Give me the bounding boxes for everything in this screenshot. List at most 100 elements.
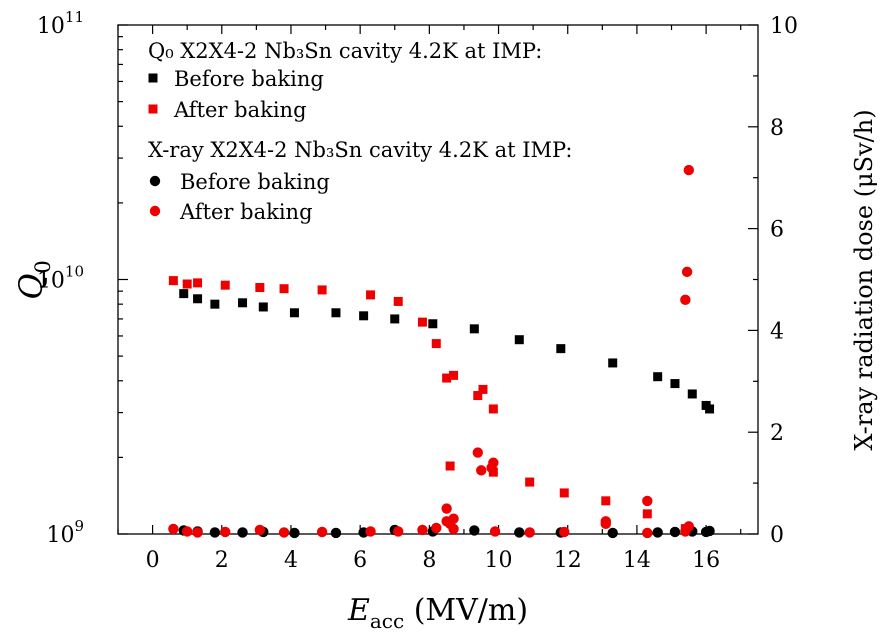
left-axis-label-main: Q	[12, 274, 50, 300]
q0-after-point	[445, 461, 455, 471]
legend-q0-before-label: Before baking	[174, 67, 324, 91]
legend-xray-title: X-ray X2X4-2 Nb₃Sn cavity 4.2K at IMP:	[148, 138, 572, 162]
q0-before-point	[210, 299, 220, 309]
left-tick-label: 109	[46, 517, 84, 548]
x-axis-ticks: 0 2 4 6 8 10 12 14 16	[117, 25, 742, 573]
q0-before-point	[331, 308, 341, 318]
x-tick-label: 2	[215, 548, 229, 573]
xray-after-point	[448, 513, 459, 524]
q0-after-point	[220, 280, 230, 290]
q0-before-point	[608, 358, 618, 368]
q0-before-point	[670, 379, 680, 389]
right-axis-label: X-ray radiation dose (μSv/h)	[850, 109, 878, 450]
xray-after-point	[417, 524, 428, 536]
right-tick-label: 6	[770, 218, 784, 243]
xray-after-point	[365, 526, 376, 537]
left-tick-label-base: 10	[37, 269, 65, 294]
xray-after-point	[431, 522, 442, 534]
q0-after-point	[601, 496, 611, 506]
q0-after-point	[417, 317, 427, 327]
xray-after-point	[642, 527, 653, 539]
q0-before-point	[179, 289, 189, 299]
right-axis-ticks: 0 2 4 6 8 10	[748, 14, 798, 548]
q0-after-point	[193, 278, 203, 288]
xray-after-point	[680, 294, 691, 306]
xray-after-point	[524, 527, 535, 538]
left-tick-label-exponent: 11	[65, 8, 84, 26]
x-tick-label: 8	[422, 548, 436, 573]
xray-before-point	[237, 527, 248, 538]
q0-before-point	[469, 324, 479, 334]
legend-q0-title: Q₀ X2X4-2 Nb₃Sn cavity 4.2K at IMP:	[148, 39, 542, 63]
x-axis-label-unit: (MV/m)	[404, 593, 528, 628]
legend-xray-after-marker	[149, 205, 161, 217]
left-tick-label-base: 10	[37, 14, 65, 39]
legend-xray-before-marker	[149, 175, 161, 187]
x-tick-label: 0	[146, 548, 160, 573]
q0-after-point	[473, 391, 483, 401]
xray-before-point	[469, 525, 480, 536]
q0-after-point	[431, 339, 441, 349]
left-tick-label-base: 10	[46, 523, 74, 548]
xray-before-point	[330, 527, 342, 539]
xray-before-point	[514, 527, 525, 538]
q0-after-point	[279, 284, 289, 294]
data-markers	[168, 164, 715, 539]
q0-after-point	[525, 477, 535, 487]
q0-after-point	[488, 404, 498, 414]
legend-xray-after-label: After baking	[179, 200, 313, 224]
q0-after-point	[559, 488, 569, 498]
x-tick-label: 12	[554, 548, 582, 573]
xray-after-point	[254, 524, 266, 536]
q0-before-point	[193, 294, 203, 304]
legend-q0-after-marker	[148, 104, 158, 114]
left-axis-label-sub: 0	[31, 260, 55, 273]
x-axis-label-main: E	[347, 593, 370, 628]
q0-after-point	[642, 509, 652, 519]
xray-after-point	[441, 503, 452, 514]
q0-before-point	[514, 335, 524, 345]
xray-after-point	[393, 526, 404, 537]
left-tick-label-exponent: 9	[74, 517, 84, 535]
xray-after-point	[472, 447, 483, 458]
x-tick-label: 14	[623, 548, 651, 573]
q0-before-point	[653, 372, 663, 382]
legend: Q₀ X2X4-2 Nb₃Sn cavity 4.2K at IMP: Befo…	[148, 39, 572, 224]
xray-after-point	[488, 457, 499, 468]
q0-before-point	[390, 314, 400, 324]
q0-after-point	[366, 290, 376, 300]
xray-before-point	[209, 527, 221, 538]
x-axis-label-sub: acc	[370, 609, 404, 633]
q0-before-point	[705, 404, 715, 414]
xray-after-point	[683, 521, 695, 532]
xray-after-point	[642, 495, 653, 507]
xray-after-point	[489, 526, 501, 537]
right-tick-label: 4	[770, 319, 784, 344]
xray-before-point	[704, 525, 715, 537]
x-tick-label: 6	[353, 548, 367, 573]
x-tick-label: 4	[284, 548, 298, 573]
q0-after-point	[449, 370, 459, 380]
x-tick-label: 16	[692, 548, 720, 573]
q0-before-point	[238, 298, 248, 308]
q0-before-point	[289, 308, 299, 318]
right-tick-label: 10	[770, 14, 798, 39]
right-tick-label: 2	[770, 421, 784, 446]
q0-before-point	[687, 389, 697, 399]
q0-after-point	[442, 373, 452, 383]
right-tick-label: 8	[770, 116, 784, 141]
q0-before-point	[428, 319, 438, 329]
legend-q0-after-label: After baking	[173, 98, 307, 122]
left-tick-label: 1011	[37, 8, 84, 39]
legend-q0-before-marker	[148, 73, 158, 83]
left-axis-label: Q0	[12, 260, 55, 300]
x-axis-label: Eacc (MV/m)	[347, 593, 528, 633]
q0-after-point	[317, 285, 327, 295]
q0-after-point	[168, 276, 178, 286]
xray-after-point	[181, 526, 193, 537]
q0-after-point	[478, 384, 488, 394]
xray-after-point	[278, 527, 290, 538]
x-tick-label: 10	[485, 548, 513, 573]
